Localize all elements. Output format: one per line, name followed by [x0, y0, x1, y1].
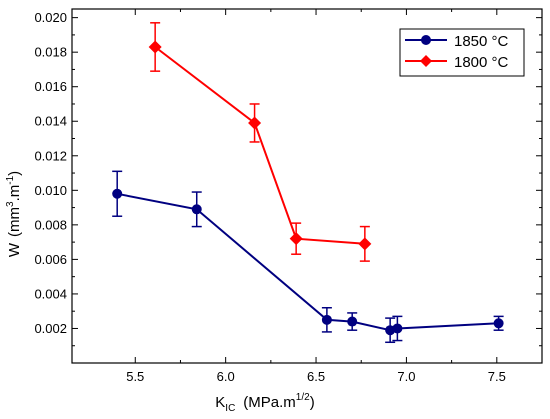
data-point — [392, 323, 403, 334]
x-tick-label: 6.0 — [217, 369, 235, 384]
x-label-units-sup: 1/2 — [296, 392, 310, 403]
legend-marker-1850 — [421, 35, 431, 45]
series-1 — [148, 22, 372, 262]
y-tick-label: 0.006 — [34, 252, 67, 267]
y-tick-label: 0.016 — [34, 79, 67, 94]
legend-label-1800: 1800 °C — [454, 54, 509, 71]
x-tick-label: 5.5 — [126, 369, 144, 384]
x-label-sub: IC — [225, 403, 235, 414]
series-line — [154, 46, 365, 245]
x-tick-label: 7.5 — [488, 369, 506, 384]
y-axis-label: W (mm3.m-1) — [5, 171, 23, 257]
y-tick-label: 0.014 — [34, 114, 67, 129]
y-tick-label: 0.010 — [34, 183, 67, 198]
y-label-units-post: ) — [6, 171, 23, 176]
y-tick-label: 0.002 — [34, 321, 67, 336]
data-point — [148, 40, 162, 54]
y-tick-label: 0.018 — [34, 45, 67, 60]
series-line — [117, 192, 499, 332]
legend-marker-1800 — [420, 55, 432, 67]
x-tick-label: 7.0 — [397, 369, 415, 384]
legend: 1850 °C 1800 °C — [399, 28, 525, 77]
data-point — [347, 316, 358, 327]
series-0 — [112, 170, 504, 344]
y-label-main: W — [6, 242, 23, 257]
y-label-sup1: 3 — [5, 201, 16, 207]
data-point — [112, 188, 123, 199]
legend-box — [399, 28, 525, 77]
y-tick-label: 0.020 — [34, 10, 67, 25]
y-tick-label: 0.012 — [34, 148, 67, 163]
y-label-units-mid: .m — [6, 185, 23, 202]
x-label-units-post: ) — [310, 394, 315, 411]
data-point — [321, 314, 332, 325]
y-tick-label: 0.004 — [34, 286, 67, 301]
y-tick-label: 0.008 — [34, 217, 67, 232]
data-point — [358, 237, 372, 251]
x-tick-label: 6.5 — [307, 369, 325, 384]
x-axis-label: KIC (MPa.m1/2) — [215, 392, 314, 414]
x-label-main: K — [215, 394, 225, 411]
plot-frame — [71, 8, 543, 364]
data-point — [289, 232, 303, 246]
x-label-units-pre: (MPa.m — [243, 394, 296, 411]
y-label-sup2: -1 — [5, 175, 16, 184]
legend-label-1850: 1850 °C — [454, 33, 509, 50]
data-point — [191, 204, 202, 215]
data-point — [493, 318, 504, 329]
y-label-units-pre: (mm — [6, 207, 23, 237]
data-point — [248, 116, 262, 130]
